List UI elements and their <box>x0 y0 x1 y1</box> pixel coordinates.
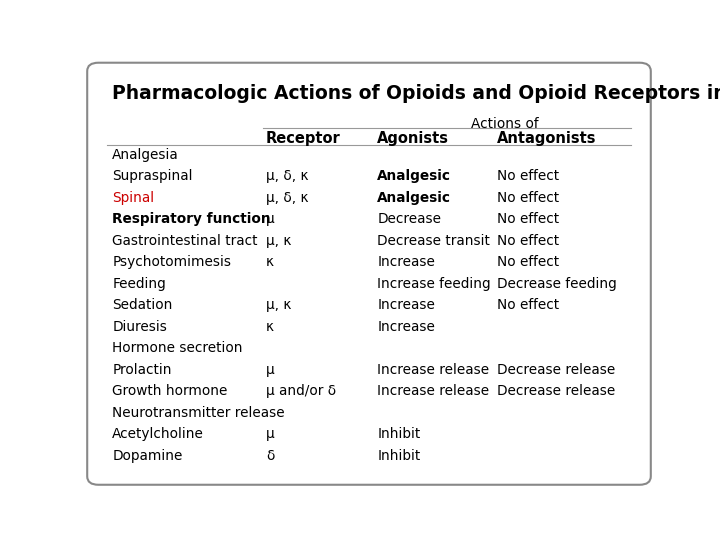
Text: Supraspinal: Supraspinal <box>112 170 193 184</box>
Text: μ and/or δ: μ and/or δ <box>266 384 336 399</box>
Text: δ: δ <box>266 449 274 463</box>
Text: No effect: No effect <box>498 298 559 312</box>
Text: Receptor: Receptor <box>266 131 341 146</box>
Text: Sedation: Sedation <box>112 298 173 312</box>
Text: κ: κ <box>266 320 274 334</box>
Text: μ: μ <box>266 363 274 377</box>
Text: Psychotomimesis: Psychotomimesis <box>112 255 231 269</box>
Text: Decrease transit: Decrease transit <box>377 234 490 248</box>
Text: Decrease: Decrease <box>377 212 441 226</box>
Text: Increase feeding: Increase feeding <box>377 277 491 291</box>
Text: Dopamine: Dopamine <box>112 449 183 463</box>
Text: Increase: Increase <box>377 298 436 312</box>
Text: Analgesia: Analgesia <box>112 148 179 162</box>
Text: Prolactin: Prolactin <box>112 363 172 377</box>
Text: Analgesic: Analgesic <box>377 191 451 205</box>
Text: No effect: No effect <box>498 170 559 184</box>
Text: Respiratory function: Respiratory function <box>112 212 271 226</box>
Text: μ, δ, κ: μ, δ, κ <box>266 191 308 205</box>
Text: μ, δ, κ: μ, δ, κ <box>266 170 308 184</box>
Text: Feeding: Feeding <box>112 277 166 291</box>
Text: Acetylcholine: Acetylcholine <box>112 427 204 441</box>
Text: Gastrointestinal tract: Gastrointestinal tract <box>112 234 258 248</box>
Text: No effect: No effect <box>498 212 559 226</box>
Text: Antagonists: Antagonists <box>498 131 597 146</box>
Text: Analgesic: Analgesic <box>377 170 451 184</box>
Text: Hormone secretion: Hormone secretion <box>112 341 243 355</box>
Text: μ: μ <box>266 427 274 441</box>
Text: Actions of: Actions of <box>470 117 538 131</box>
Text: Increase: Increase <box>377 255 436 269</box>
Text: No effect: No effect <box>498 255 559 269</box>
Text: Pharmacologic Actions of Opioids and Opioid Receptors in Animal Models: Pharmacologic Actions of Opioids and Opi… <box>112 84 720 103</box>
Text: Agonists: Agonists <box>377 131 449 146</box>
Text: Inhibit: Inhibit <box>377 449 420 463</box>
FancyBboxPatch shape <box>87 63 651 485</box>
Text: Diuresis: Diuresis <box>112 320 167 334</box>
Text: Decrease feeding: Decrease feeding <box>498 277 617 291</box>
Text: Decrease release: Decrease release <box>498 363 616 377</box>
Text: μ: μ <box>266 212 274 226</box>
Text: Increase release: Increase release <box>377 363 490 377</box>
Text: No effect: No effect <box>498 234 559 248</box>
Text: μ, κ: μ, κ <box>266 234 291 248</box>
Text: Decrease release: Decrease release <box>498 384 616 399</box>
Text: Spinal: Spinal <box>112 191 155 205</box>
Text: Growth hormone: Growth hormone <box>112 384 228 399</box>
Text: Increase: Increase <box>377 320 436 334</box>
Text: Increase release: Increase release <box>377 384 490 399</box>
Text: Inhibit: Inhibit <box>377 427 420 441</box>
Text: No effect: No effect <box>498 191 559 205</box>
Text: μ, κ: μ, κ <box>266 298 291 312</box>
Text: κ: κ <box>266 255 274 269</box>
Text: Neurotransmitter release: Neurotransmitter release <box>112 406 285 420</box>
